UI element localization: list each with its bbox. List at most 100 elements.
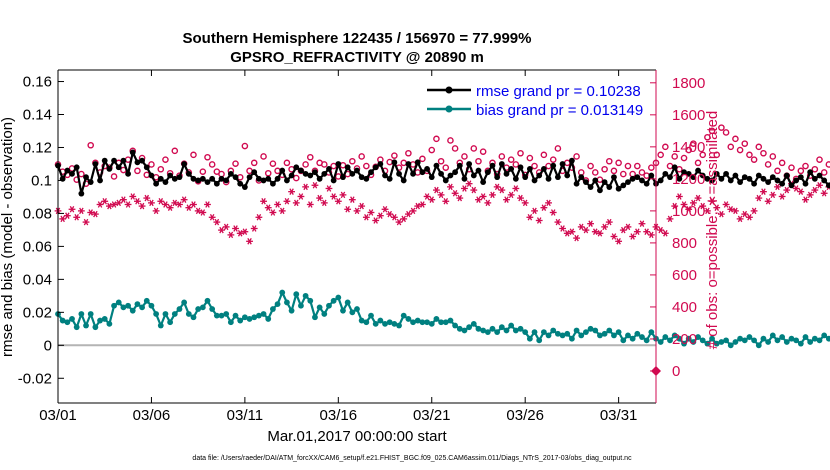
bias-point [92,324,99,331]
assimilated-obs-marker [381,206,389,213]
asterisk-stroke [583,226,589,234]
y-tick-label-left: 0 [44,337,52,354]
rmse-point [797,174,804,181]
rmse-point [274,175,281,182]
assimilated-obs-marker [507,191,515,199]
rmse-point [788,182,795,189]
assimilated-obs-marker [330,193,338,200]
asterisk-stroke [350,196,355,203]
rmse-point [793,177,800,184]
bias-point [195,306,202,312]
asterisk-stroke [480,193,486,200]
rmse-point [783,172,790,179]
rmse-point [466,161,473,167]
asterisk-stroke [125,201,131,208]
bias-point [97,317,103,324]
bias-point [106,320,113,327]
bias-point [755,342,762,349]
bias-point [312,314,318,321]
assimilated-obs-marker [535,217,543,224]
assimilated-obs-marker [180,196,188,203]
bias-point [545,332,552,339]
assimilated-obs-marker [241,228,249,235]
possible-obs-marker [619,170,627,178]
possible-obs-marker [732,135,739,143]
rmse-point [816,172,823,179]
assimilated-obs-marker [778,193,786,200]
asterisk-stroke [65,212,70,219]
assimilated-obs-marker [703,207,711,215]
y-axis-label-left: rmse and bias (model - observation) [0,117,16,357]
assimilated-obs-marker [465,180,473,187]
assimilated-obs-marker [264,204,272,211]
rmse-point [204,179,211,185]
possible-obs-marker [199,168,207,175]
asterisk-stroke [298,193,304,200]
asterisk-stroke [177,201,182,208]
bias-point [531,329,538,336]
assimilated-obs-marker [760,188,767,195]
assimilated-obs-marker [699,202,707,210]
bias-point [293,291,300,298]
bias-point [522,329,529,336]
bias-point [120,304,127,311]
rmse-point [232,174,239,181]
asterisk-stroke [401,215,406,223]
asterisk-stroke [336,198,341,205]
bias-point [213,312,220,319]
rmse-point [321,170,328,177]
assimilated-obs-marker [498,186,506,194]
possible-obs-marker [241,142,249,150]
bias-point [204,297,211,304]
bias-point [260,311,267,317]
assimilated-obs-marker [437,191,445,199]
bias-point [265,316,272,322]
rmse-point [101,157,108,164]
rmse-point [470,172,477,179]
bias-point [615,329,622,336]
asterisk-stroke [751,207,757,215]
bias-point [484,329,491,336]
bias-point [498,324,505,331]
bias-point [732,339,739,345]
assimilated-obs-marker [624,223,632,231]
assimilated-obs-marker [559,225,566,232]
bias-point [540,329,547,336]
y-tick-label-right: 1600 [672,107,705,124]
asterisk-stroke [149,199,154,207]
possible-obs-marker [447,137,454,144]
asterisk-stroke [723,201,729,208]
rmse-point [111,157,117,164]
asterisk-stroke [378,212,383,219]
rmse-point [386,175,393,182]
assimilated-obs-marker [573,234,580,242]
assimilated-obs-marker [736,215,744,223]
bias-point [634,330,641,337]
asterisk-stroke [373,217,378,224]
asterisk-stroke [686,206,691,213]
bias-point [550,327,557,334]
asterisk-stroke [172,199,178,207]
asterisk-stroke [756,194,762,202]
rmse-point [657,177,664,184]
assimilated-obs-marker [671,202,679,210]
assimilated-obs-marker [176,201,183,208]
assimilated-obs-marker [148,199,155,207]
asterisk-stroke [69,206,75,213]
rmse-point [316,175,323,182]
bias-point [167,319,174,326]
rmse-point [442,177,449,184]
rmse-point [293,164,300,171]
x-tick-label: 03/16 [320,407,358,424]
bias-point [176,306,183,312]
y-tick-label-right: 200 [672,331,697,348]
bias-point [713,340,720,347]
rmse-point [312,169,318,176]
rmse-point [480,179,487,185]
bias-point [185,311,192,317]
rmse-point [774,177,781,184]
possible-obs-marker [208,161,216,168]
asterisk-stroke [569,228,575,235]
assimilated-obs-marker [208,214,216,221]
